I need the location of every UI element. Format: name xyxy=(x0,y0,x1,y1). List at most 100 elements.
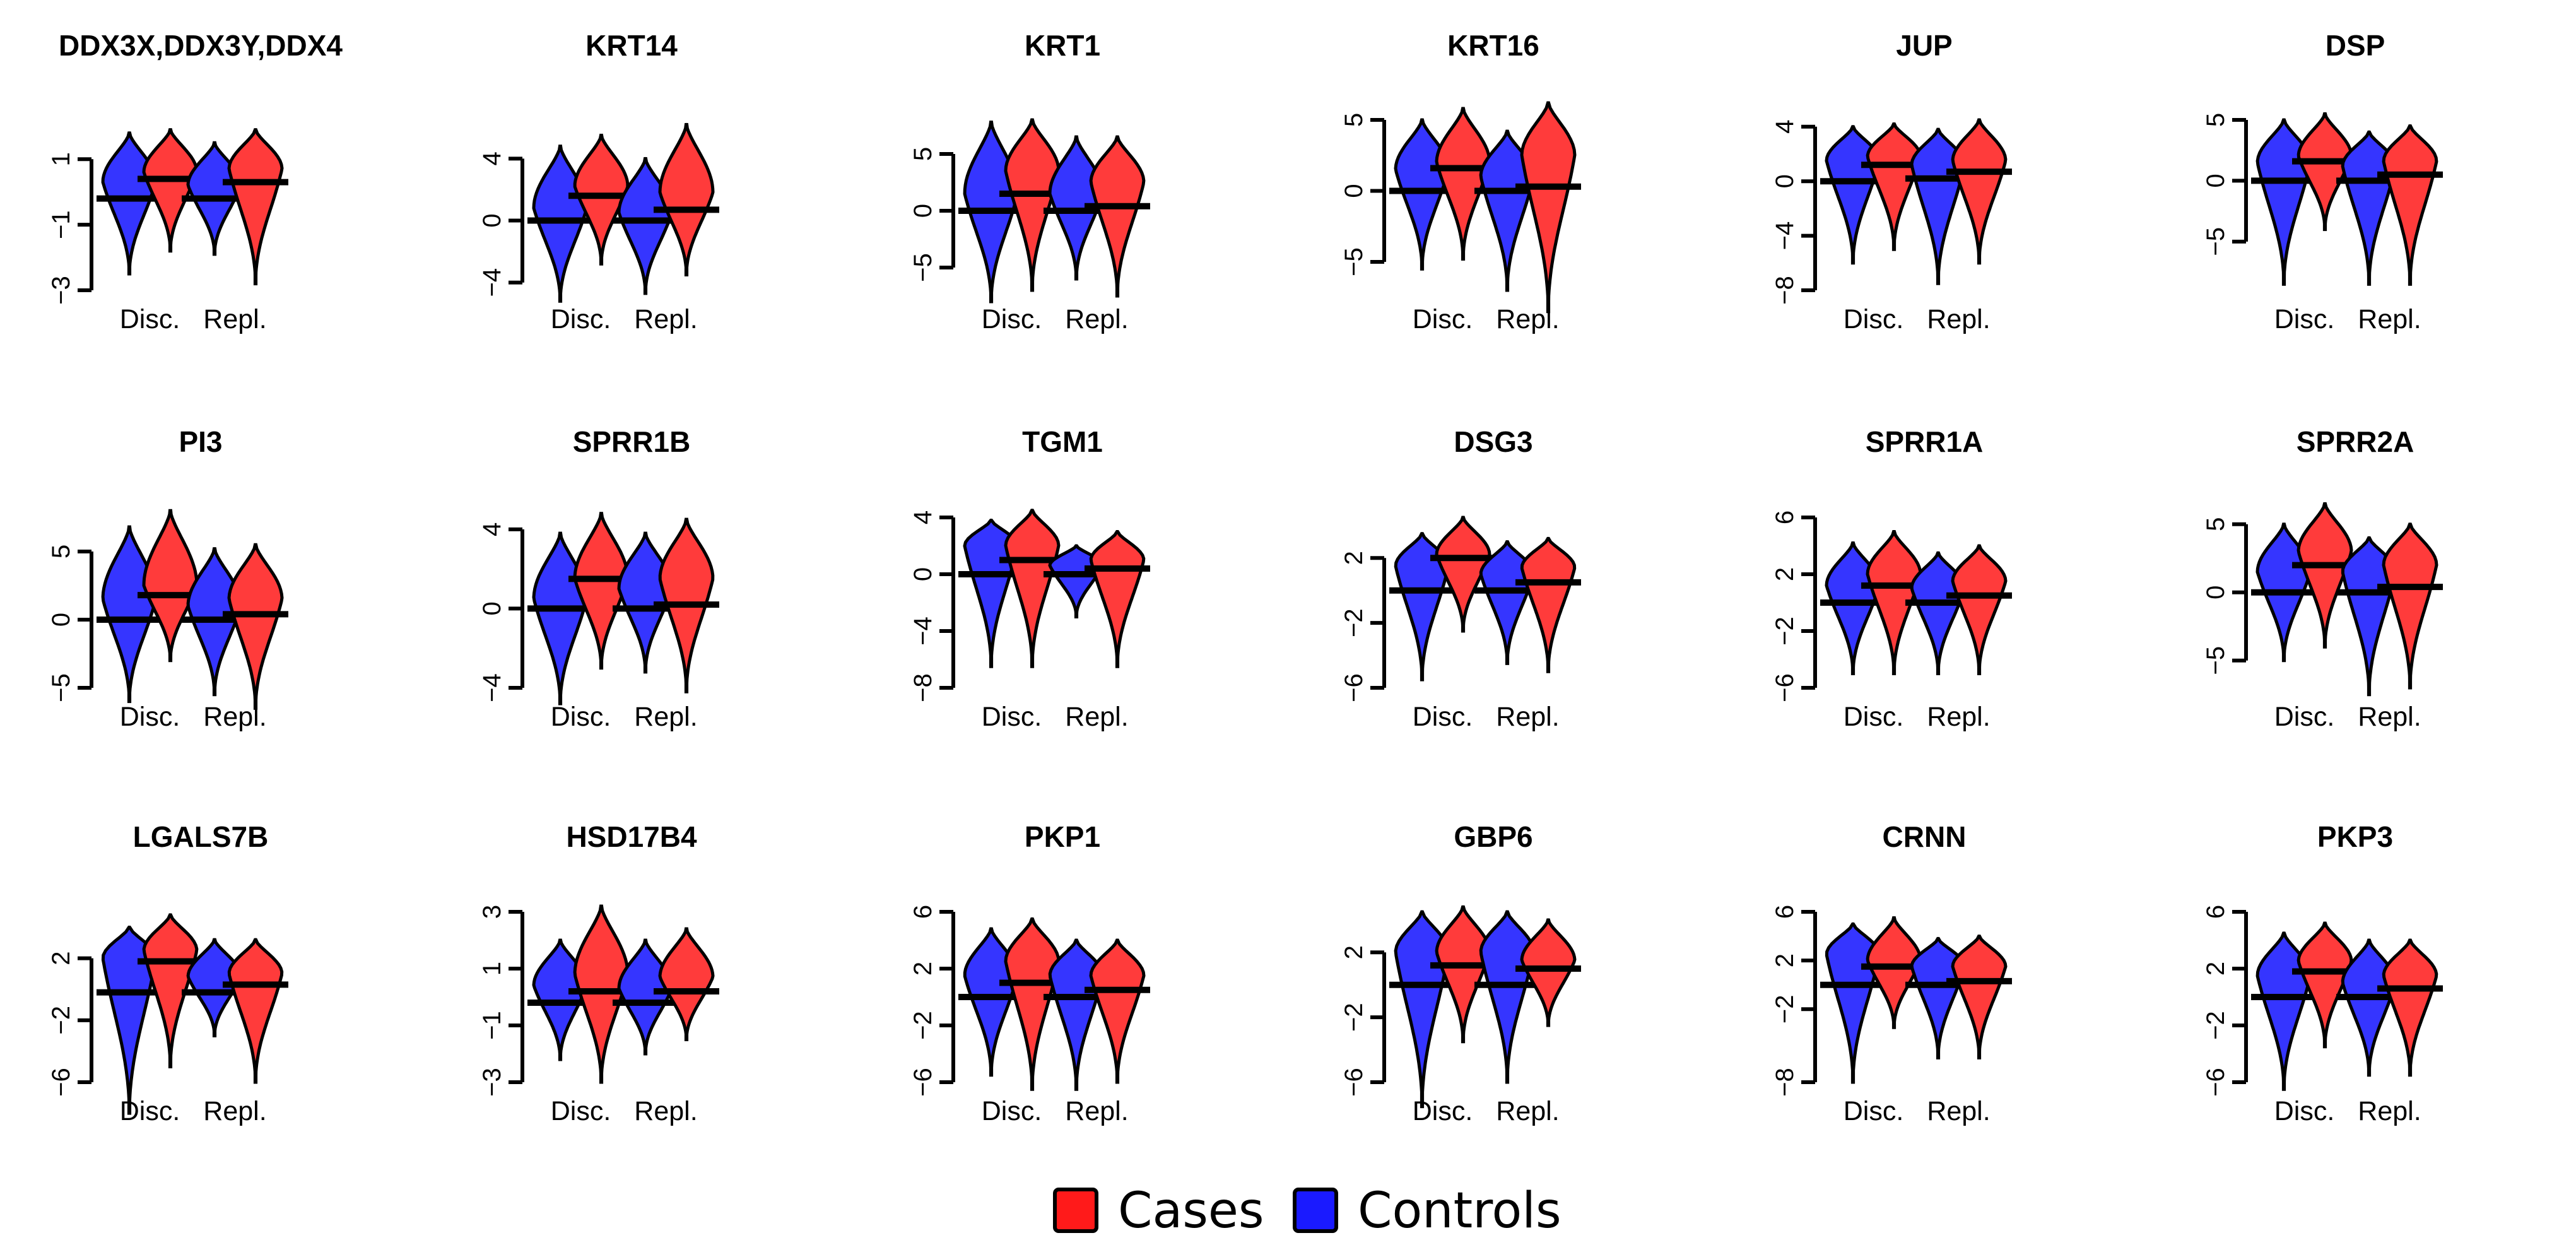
violin-disc-cases xyxy=(1004,917,1061,1091)
violin-disc-controls xyxy=(101,525,158,704)
y-tick-label: −5 xyxy=(909,253,937,282)
panel-pi3: PI3 5 0 −5 Disc. Repl. xyxy=(47,425,288,732)
panel-title: DSP xyxy=(2326,29,2385,62)
y-tick-label: 0 xyxy=(478,601,506,615)
legend-label-controls: Controls xyxy=(1358,1183,1561,1239)
group-label: Disc. xyxy=(982,702,1042,732)
panel-krt1: KRT1 5 0 −5 Disc. Repl. xyxy=(909,29,1150,334)
panel-krt14: KRT14 4 0 −4 Disc. Repl. xyxy=(478,29,719,334)
panel-title: SPRR2A xyxy=(2297,425,2414,458)
panel-krt16: KRT16 5 0 −5 Disc. Repl. xyxy=(1340,29,1581,334)
group-label: Disc. xyxy=(120,304,180,334)
panel-title: SPRR1A xyxy=(1866,425,1984,458)
y-tick-label: 1 xyxy=(478,962,506,976)
panel-crnn: CRNN 6 2 −2 −8 Disc. Repl. xyxy=(1771,820,2012,1126)
y-tick-label: 2 xyxy=(1771,953,1799,967)
y-tick-label: −2 xyxy=(1771,994,1799,1024)
y-tick-label: −6 xyxy=(1340,673,1368,702)
group-label: Repl. xyxy=(203,702,266,732)
panel-title: PKP1 xyxy=(1025,820,1100,853)
panel-title: LGALS7B xyxy=(133,820,269,853)
group-label: Repl. xyxy=(1065,1096,1128,1126)
y-tick-label: 0 xyxy=(2202,586,2230,599)
group-label: Repl. xyxy=(1496,1096,1559,1126)
y-tick-label: 3 xyxy=(478,905,506,919)
violin-disc-cases xyxy=(1435,905,1491,1044)
violin-repl-cases xyxy=(1089,530,1146,668)
y-tick-label: −4 xyxy=(478,673,506,702)
y-tick-label: −4 xyxy=(909,617,937,646)
y-tick-label: −1 xyxy=(47,210,75,239)
y-tick-label: 0 xyxy=(1771,174,1799,188)
panel-title: PI3 xyxy=(179,425,222,458)
violin-repl-cases xyxy=(658,927,715,1041)
group-label: Disc. xyxy=(1413,702,1473,732)
y-tick-label: 6 xyxy=(1771,905,1799,919)
y-tick-label: −5 xyxy=(2202,227,2230,256)
panel-title: HSD17B4 xyxy=(566,820,697,853)
violin-disc-controls xyxy=(101,131,158,276)
y-tick-label: 2 xyxy=(2202,962,2230,976)
group-label: Disc. xyxy=(2274,1096,2335,1126)
y-tick-label: 2 xyxy=(47,952,75,965)
group-label: Disc. xyxy=(1844,304,1904,334)
y-tick-label: 4 xyxy=(478,151,506,165)
y-tick-label: −2 xyxy=(2202,1011,2230,1040)
panel-title: PKP3 xyxy=(2317,820,2393,853)
panel-title: SPRR1B xyxy=(573,425,691,458)
group-label: Disc. xyxy=(551,304,611,334)
y-tick-label: −8 xyxy=(1771,276,1799,305)
y-tick-label: 6 xyxy=(909,905,937,919)
violin-repl-cases xyxy=(2382,124,2438,286)
group-label: Disc. xyxy=(1413,1096,1473,1126)
violin-repl-cases xyxy=(227,938,284,1084)
panel-pkp1: PKP1 6 2 −2 −6 Disc. Repl. xyxy=(909,820,1150,1126)
group-label: Repl. xyxy=(1065,304,1128,334)
group-label: Disc. xyxy=(551,1096,611,1126)
group-label: Repl. xyxy=(1496,702,1559,732)
violin-disc-cases xyxy=(1435,516,1491,633)
y-tick-label: −3 xyxy=(47,276,75,305)
panel-title: JUP xyxy=(1896,29,1952,62)
group-label: Repl. xyxy=(1065,702,1128,732)
violin-disc-cases xyxy=(1004,118,1061,292)
panel-title: TGM1 xyxy=(1022,425,1103,458)
y-tick-label: 0 xyxy=(2202,174,2230,187)
violin-repl-cases xyxy=(1089,938,1146,1084)
y-tick-label: 5 xyxy=(47,545,75,558)
violin-disc-controls xyxy=(101,925,158,1115)
group-label: Disc. xyxy=(2274,702,2335,732)
group-label: Repl. xyxy=(1927,304,1990,334)
violin-repl-cases xyxy=(2382,938,2438,1077)
y-tick-label: −8 xyxy=(1771,1068,1799,1097)
y-tick-label: 6 xyxy=(2202,905,2230,919)
group-label: Repl. xyxy=(2358,702,2421,732)
y-tick-label: 4 xyxy=(1771,120,1799,134)
panel-pkp3: PKP3 6 2 −2 −6 Disc. Repl. xyxy=(2202,820,2443,1126)
y-tick-label: −6 xyxy=(1771,673,1799,702)
y-tick-label: 6 xyxy=(1771,510,1799,524)
y-tick-label: −1 xyxy=(478,1011,506,1040)
y-tick-label: 4 xyxy=(909,510,937,524)
group-label: Disc. xyxy=(120,1096,180,1126)
group-label: Repl. xyxy=(2358,1096,2421,1126)
y-tick-label: −6 xyxy=(1340,1068,1368,1097)
y-tick-label: −5 xyxy=(47,673,75,702)
group-label: Repl. xyxy=(203,304,266,334)
y-tick-label: 2 xyxy=(909,962,937,976)
y-tick-label: 1 xyxy=(47,152,75,166)
panel-title: DSG3 xyxy=(1454,425,1532,458)
group-label: Disc. xyxy=(551,702,611,732)
panel-lgals7b: LGALS7B 2 −2 −6 Disc. Repl. xyxy=(47,820,288,1126)
y-tick-label: 0 xyxy=(1340,184,1368,198)
y-tick-label: −5 xyxy=(2202,646,2230,675)
y-tick-label: −8 xyxy=(909,673,937,702)
violin-repl-cases xyxy=(1520,918,1577,1027)
y-tick-label: 0 xyxy=(47,613,75,627)
violin-repl-cases xyxy=(1089,135,1146,298)
group-label: Repl. xyxy=(2358,304,2421,334)
group-label: Disc. xyxy=(982,304,1042,334)
y-tick-label: 2 xyxy=(1340,945,1368,959)
